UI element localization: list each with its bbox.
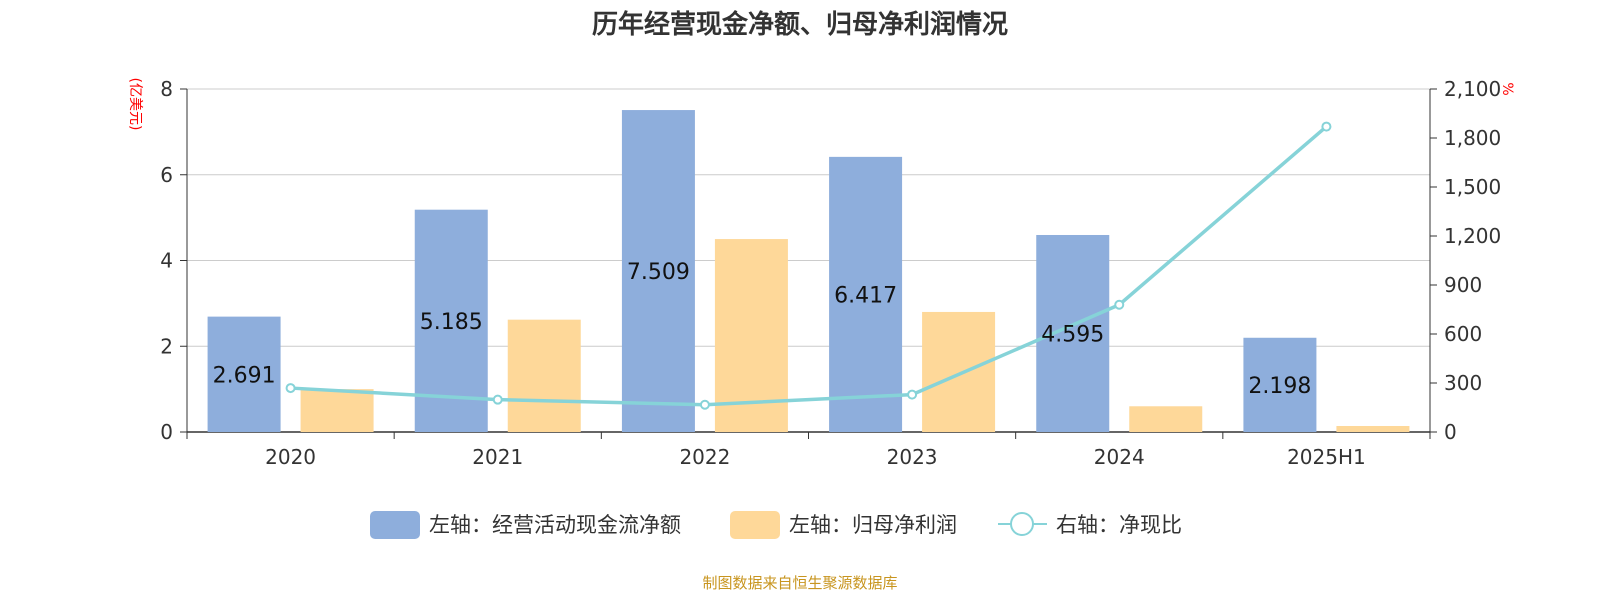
right-tick-label: 300: [1444, 371, 1482, 395]
right-tick-label: 1,500: [1444, 175, 1501, 199]
source-note: 制图数据来自恒生聚源数据库: [702, 574, 897, 592]
legend: 左轴：经营活动现金流净额 左轴：归母净利润 右轴：净现比: [370, 511, 1182, 539]
x-tick-label: 2025H1: [1287, 445, 1366, 469]
x-tick-label: 2022: [679, 445, 730, 469]
bar-operating-cashflow: [207, 316, 281, 432]
right-tick-label: 0: [1444, 420, 1457, 444]
bar-net-profit: [1336, 425, 1410, 432]
left-tick-label: 6: [160, 163, 173, 187]
left-tick-label: 8: [160, 77, 173, 101]
bar-net-profit: [300, 389, 374, 432]
right-tick-label: 900: [1444, 273, 1482, 297]
right-tick-label: 600: [1444, 322, 1482, 346]
legend-label-cashflow: 左轴：经营活动现金流净额: [429, 513, 681, 537]
x-tick-label: 2023: [887, 445, 938, 469]
chart-title: 历年经营现金净额、归母净利润情况: [592, 9, 1008, 40]
ratio-point: [492, 394, 503, 405]
data-labels: 2.691 5.185 7.509 6.417 4.595 2.198: [213, 260, 1312, 399]
ratio-point: [1321, 121, 1332, 132]
right-tick-label: 1,800: [1444, 126, 1501, 150]
left-tick-label: 2: [160, 334, 173, 358]
x-tick-label: 2024: [1094, 445, 1145, 469]
data-label-cashflow: 7.509: [627, 260, 690, 285]
legend-swatch-cashflow: [370, 511, 420, 539]
bar-operating-cashflow: [829, 156, 903, 432]
data-label-cashflow: 5.185: [420, 310, 483, 335]
bar-operating-cashflow: [1036, 234, 1110, 432]
x-tick-label: 2021: [472, 445, 523, 469]
bar-net-profit: [1129, 406, 1203, 432]
ratio-line-layer: [285, 121, 1332, 410]
data-label-cashflow: 4.595: [1041, 322, 1104, 347]
x-tick-label: 2020: [265, 445, 316, 469]
legend-label-net-profit: 左轴：归母净利润: [789, 513, 957, 537]
legend-marker-ratio: [1010, 512, 1034, 536]
bar-net-profit: [507, 319, 581, 432]
ratio-point: [285, 383, 296, 394]
ratio-point: [699, 399, 710, 410]
legend-label-ratio: 右轴：净现比: [1056, 513, 1182, 537]
data-label-cashflow: 2.198: [1248, 374, 1311, 399]
y-axis-right-label: %: [1499, 82, 1515, 95]
right-tick-label: 1,200: [1444, 224, 1501, 248]
y-axis-left-label: (亿美元): [127, 78, 143, 131]
right-tick-label: 2,100: [1444, 77, 1501, 101]
data-label-cashflow: 2.691: [213, 363, 276, 388]
legend-swatch-net-profit: [730, 511, 780, 539]
bars: [207, 110, 1410, 432]
bar-net-profit: [922, 311, 996, 432]
bar-operating-cashflow: [621, 110, 695, 432]
data-label-cashflow: 6.417: [834, 283, 897, 308]
axes: 0 2 4 6 8 0 300 600 900 1,200 1,500 1,800 2,100 2020 2…: [127, 77, 1515, 469]
left-tick-label: 4: [160, 249, 173, 273]
ratio-point: [1114, 299, 1125, 310]
ratio-line: [290, 125, 1328, 407]
left-tick-label: 0: [160, 420, 173, 444]
bar-operating-cashflow: [1243, 337, 1317, 432]
ratio-point: [907, 389, 918, 400]
